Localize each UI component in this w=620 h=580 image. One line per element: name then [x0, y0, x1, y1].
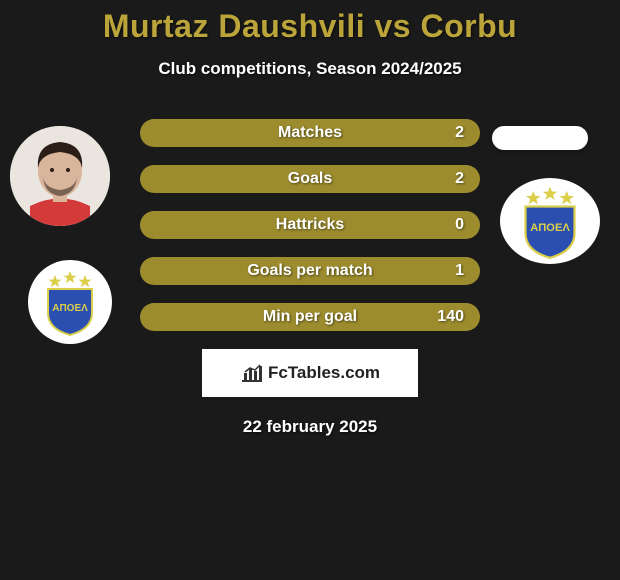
brand-box: FcTables.com	[202, 349, 418, 397]
stat-value-right: 140	[437, 308, 464, 326]
stat-label: Hattricks	[276, 216, 344, 234]
stat-row: Goals 2	[140, 165, 480, 193]
subtitle: Club competitions, Season 2024/2025	[0, 59, 620, 79]
opponent-placeholder	[492, 126, 588, 150]
stat-value-right: 0	[455, 216, 464, 234]
stat-value-right: 1	[455, 262, 464, 280]
stat-label: Min per goal	[263, 308, 357, 326]
stat-row: Min per goal 140	[140, 303, 480, 331]
stat-label: Goals	[288, 170, 332, 188]
brand-text: FcTables.com	[268, 363, 380, 383]
stats-container: Matches 2 Goals 2 Hattricks 0 Goals per …	[140, 119, 480, 331]
date: 22 february 2025	[0, 417, 620, 437]
bar-chart-icon	[240, 363, 264, 383]
player-portrait-icon	[10, 126, 110, 226]
stat-label: Matches	[278, 124, 342, 142]
club-badge-left: ΑΠΟΕΛ	[28, 260, 112, 344]
apoel-shield-icon: ΑΠΟΕΛ	[509, 182, 591, 260]
svg-text:ΑΠΟΕΛ: ΑΠΟΕΛ	[530, 222, 570, 234]
stat-row: Hattricks 0	[140, 211, 480, 239]
stat-label: Goals per match	[247, 262, 372, 280]
svg-text:ΑΠΟΕΛ: ΑΠΟΕΛ	[52, 303, 88, 314]
club-badge-right: ΑΠΟΕΛ	[500, 178, 600, 264]
apoel-shield-icon: ΑΠΟΕΛ	[35, 267, 105, 337]
stat-row: Matches 2	[140, 119, 480, 147]
stat-value-right: 2	[455, 170, 464, 188]
page-title: Murtaz Daushvili vs Corbu	[0, 0, 620, 45]
stat-value-right: 2	[455, 124, 464, 142]
stat-row: Goals per match 1	[140, 257, 480, 285]
player-photo	[10, 126, 110, 226]
